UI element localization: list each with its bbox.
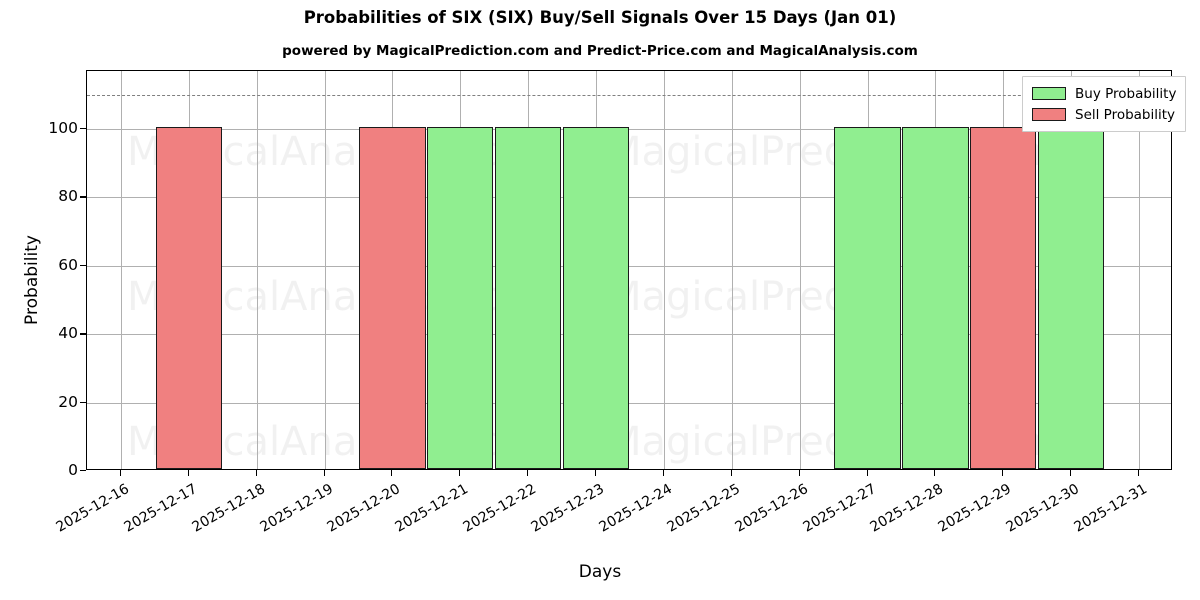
x-axis-tick-mark: [663, 470, 665, 476]
x-axis-tick-mark: [188, 470, 190, 476]
bar: [155, 127, 222, 469]
legend-swatch-icon: [1032, 108, 1066, 121]
y-axis-tick-mark: [80, 128, 86, 130]
y-axis-tick-label: 100: [48, 119, 78, 138]
x-axis-tick-mark: [799, 470, 801, 476]
bar: [427, 127, 494, 469]
chart-legend[interactable]: Buy Probability Sell Probability: [1022, 76, 1187, 132]
x-axis-tick-mark: [391, 470, 393, 476]
gridline-vertical: [800, 71, 801, 469]
x-axis-tick-mark: [867, 470, 869, 476]
reference-line: [87, 94, 1171, 96]
x-axis-label: Days: [578, 562, 622, 582]
bar: [359, 127, 426, 469]
y-axis-tick-label: 0: [68, 461, 78, 479]
x-axis-tick-mark: [459, 470, 461, 476]
legend-swatch-icon: [1032, 87, 1066, 100]
x-axis-tick-mark: [256, 470, 258, 476]
x-axis-tick-mark: [527, 470, 529, 476]
y-axis-tick-mark: [80, 401, 86, 403]
bar: [970, 127, 1037, 469]
legend-label: Buy Probability: [1075, 85, 1177, 102]
x-axis-tick-mark: [731, 470, 733, 476]
y-axis-tick-mark: [80, 264, 86, 267]
y-axis-tick-label: 20: [58, 392, 78, 411]
gridline-vertical: [732, 71, 733, 469]
bar: [834, 127, 901, 469]
y-axis-tick-mark: [80, 333, 86, 335]
gridline-vertical: [257, 71, 258, 469]
x-axis-tick-mark: [324, 470, 326, 476]
x-axis-tick-mark: [120, 470, 122, 476]
y-axis-tick-labels: 0 20 40 60 80 100: [0, 0, 78, 600]
y-axis-tick-mark: [80, 196, 86, 198]
y-axis-tick-mark: [80, 470, 86, 472]
bar: [1038, 127, 1105, 469]
plot-area: MagicalAnalysis.com MagicalPrediction.com…: [86, 70, 1172, 470]
x-axis-tick-mark: [934, 470, 936, 476]
legend-item-sell[interactable]: Sell Probability: [1032, 104, 1176, 125]
legend-item-buy[interactable]: Buy Probability: [1032, 83, 1176, 104]
bar: [562, 127, 630, 469]
x-axis-tick-mark: [595, 470, 597, 476]
gridline-vertical: [121, 71, 122, 469]
gridline-vertical: [1139, 71, 1140, 469]
bar: [902, 127, 969, 469]
x-axis-tick-mark: [1002, 470, 1004, 476]
bar: [495, 127, 562, 469]
x-axis-tick-mark: [1138, 470, 1140, 476]
y-axis-label: Probability: [22, 235, 42, 325]
chart-title: Probabilities of SIX (SIX) Buy/Sell Sign…: [303, 8, 897, 27]
legend-label: Sell Probability: [1075, 106, 1176, 123]
gridline-vertical: [325, 71, 326, 469]
x-axis-tick-mark: [1070, 470, 1072, 476]
chart-subtitle: powered by MagicalPrediction.com and Pre…: [282, 43, 918, 59]
y-axis-tick-label: 60: [58, 255, 78, 274]
gridline-vertical: [664, 71, 665, 469]
y-axis-tick-label: 80: [58, 187, 78, 206]
y-axis-tick-label: 40: [58, 324, 78, 343]
